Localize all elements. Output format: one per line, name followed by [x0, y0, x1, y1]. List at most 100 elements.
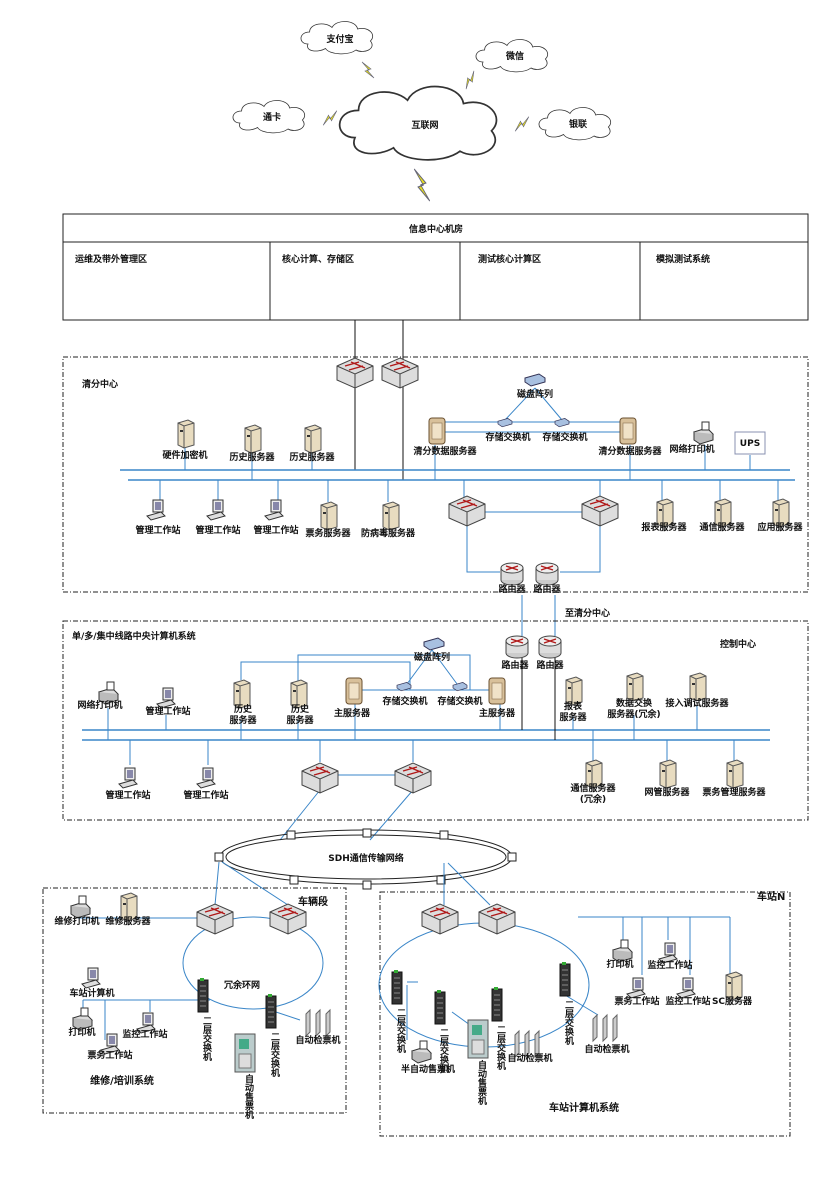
core-switch-icon: [336, 357, 374, 389]
storage-switch-icon: [554, 418, 570, 428]
sdh-ring: SDH通信传输网络: [214, 828, 517, 890]
svg-text:自动检票机: 自动检票机: [295, 1034, 340, 1046]
station-section: 车站N 打印机 监控工作站 票务工作站 监控工作站 SC服务器 二层交换机 二层…: [378, 862, 791, 1137]
core-switch-icon: [381, 357, 419, 389]
svg-text:防病毒服务器: 防病毒服务器: [361, 527, 416, 539]
workstation-icon: [658, 942, 678, 964]
svg-text:车站计算机系统: 车站计算机系统: [549, 1101, 619, 1114]
router-icon: [535, 562, 559, 586]
svg-text:车辆段: 车辆段: [298, 895, 328, 908]
svg-text:票务工作站: 票务工作站: [87, 1049, 132, 1061]
svg-text:网络打印机: 网络打印机: [77, 699, 122, 711]
gate-icon: [592, 1014, 618, 1042]
cloud-unionpay: 银联: [538, 107, 612, 141]
svg-text:支付宝: 支付宝: [325, 33, 353, 45]
server-icon: [726, 759, 744, 789]
svg-text:维修打印机: 维修打印机: [54, 915, 99, 927]
router-icon: [505, 635, 529, 659]
svg-text:存储交换机: 存储交换机: [542, 431, 587, 443]
svg-text:银联: 银联: [569, 118, 588, 130]
svg-text:信息中心机房: 信息中心机房: [409, 223, 463, 235]
svg-text:通信服务器: 通信服务器: [570, 782, 616, 794]
info-center: 信息中心机房 运维及带外管理区 核心计算、存储区 测试核心计算区 模拟测试系统: [62, 213, 809, 321]
switch-icon: [196, 903, 234, 935]
svg-text:票务管理服务器: 票务管理服务器: [702, 786, 766, 798]
server-icon: [304, 424, 322, 454]
printer-icon: [72, 1007, 93, 1031]
l2-switch-icon: [197, 977, 209, 1013]
svg-text:自动售票机: 自动售票机: [243, 1073, 255, 1120]
svg-text:自动检票机: 自动检票机: [507, 1052, 552, 1064]
wireless-link-icon: [413, 168, 431, 202]
svg-text:管理工作站: 管理工作站: [145, 705, 190, 717]
workstation-icon: [676, 977, 696, 999]
svg-text:管理工作站: 管理工作站: [135, 524, 180, 536]
svg-text:互联网: 互联网: [411, 119, 438, 131]
svg-text:微信: 微信: [505, 50, 524, 62]
svg-text:网管服务器: 网管服务器: [644, 786, 690, 798]
server-icon: [626, 672, 644, 702]
switch-icon: [478, 903, 516, 935]
svg-text:冗余环网: 冗余环网: [223, 979, 260, 991]
l2-switch-icon: [434, 989, 446, 1025]
svg-text:车站N: 车站N: [757, 890, 785, 903]
link-label: 至清分中心: [565, 607, 610, 619]
svg-text:打印机: 打印机: [68, 1026, 95, 1038]
svg-text:半自动售票机: 半自动售票机: [401, 1063, 455, 1075]
ticket-vending-machine-icon: [234, 1033, 256, 1073]
svg-text:单/多/集中线路中央计算机系统: 单/多/集中线路中央计算机系统: [72, 630, 196, 642]
switch-icon: [448, 495, 486, 527]
svg-text:监控工作站: 监控工作站: [122, 1028, 167, 1040]
svg-text:二层交换机: 二层交换机: [395, 1008, 406, 1054]
server-icon: [177, 419, 195, 449]
svg-text:历史: 历史: [234, 703, 253, 715]
cloud-alipay: 支付宝: [300, 21, 374, 55]
svg-text:维修服务器: 维修服务器: [105, 915, 151, 927]
svg-text:SC服务器: SC服务器: [712, 995, 753, 1007]
svg-text:UPS: UPS: [740, 439, 760, 449]
cloud-internet: 互联网: [338, 85, 498, 161]
svg-text:票务工作站: 票务工作站: [614, 995, 659, 1007]
switch-icon: [394, 762, 432, 794]
server-icon: [382, 501, 400, 531]
svg-text:管理工作站: 管理工作站: [183, 789, 228, 801]
svg-text:服务器: 服务器: [286, 714, 314, 726]
printer-icon: [612, 939, 633, 963]
svg-text:监控工作站: 监控工作站: [665, 995, 710, 1007]
svg-text:清分中心: 清分中心: [82, 378, 118, 390]
server-icon: [290, 679, 308, 709]
svg-text:磁盘阵列: 磁盘阵列: [414, 651, 450, 663]
svg-text:清分数据服务器: 清分数据服务器: [598, 445, 662, 457]
svg-text:管理工作站: 管理工作站: [105, 789, 150, 801]
bom-icon: [411, 1040, 432, 1064]
printer-icon: [70, 895, 91, 919]
router-icon: [538, 635, 562, 659]
svg-text:数据交换: 数据交换: [616, 697, 653, 709]
server-icon: [428, 417, 446, 445]
svg-text:报表服务器: 报表服务器: [641, 521, 687, 533]
svg-text:主服务器: 主服务器: [334, 707, 371, 719]
svg-text:硬件加密机: 硬件加密机: [162, 449, 207, 461]
l2-switch-icon: [391, 969, 403, 1005]
svg-text:路由器: 路由器: [533, 583, 561, 595]
disk-array-icon: [524, 373, 546, 387]
svg-text:二层交换机: 二层交换机: [563, 1000, 574, 1046]
svg-text:票务服务器: 票务服务器: [305, 527, 351, 539]
server-icon: [488, 677, 506, 705]
workstation-icon: [196, 767, 216, 789]
server-icon: [244, 424, 262, 454]
svg-text:历史服务器: 历史服务器: [229, 451, 275, 463]
svg-text:服务器: 服务器: [559, 711, 587, 723]
workstation-icon: [206, 499, 226, 521]
svg-text:通卡: 通卡: [263, 111, 281, 123]
svg-text:二层交换机: 二层交换机: [438, 1028, 449, 1074]
svg-text:应用服务器: 应用服务器: [757, 521, 803, 533]
server-icon: [233, 679, 251, 709]
server-icon: [725, 971, 743, 1001]
svg-text:路由器: 路由器: [498, 583, 526, 595]
svg-text:服务器(冗余): 服务器(冗余): [607, 708, 660, 720]
svg-text:运维及带外管理区: 运维及带外管理区: [75, 253, 147, 265]
workstation-icon: [146, 499, 166, 521]
server-icon: [619, 417, 637, 445]
svg-text:历史服务器: 历史服务器: [289, 451, 335, 463]
